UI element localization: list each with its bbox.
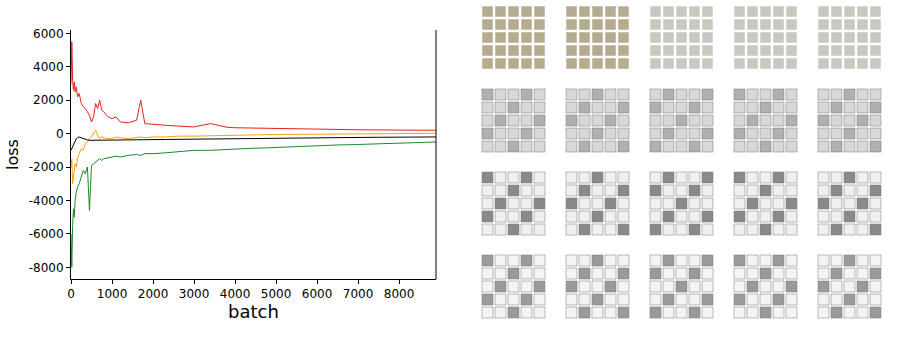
svg-text:2000: 2000	[33, 93, 64, 107]
svg-text:-6000: -6000	[29, 227, 64, 241]
svg-text:batch: batch	[228, 301, 279, 322]
svg-text:6000: 6000	[302, 287, 333, 301]
svg-text:7000: 7000	[343, 287, 374, 301]
svg-text:1000: 1000	[97, 287, 128, 301]
svg-text:3000: 3000	[179, 287, 210, 301]
svg-text:-2000: -2000	[29, 160, 64, 174]
svg-text:-4000: -4000	[29, 194, 64, 208]
svg-text:0: 0	[56, 127, 64, 141]
svg-text:6000: 6000	[33, 27, 64, 41]
svg-text:4000: 4000	[33, 60, 64, 74]
svg-text:loss: loss	[3, 139, 22, 170]
svg-text:2000: 2000	[138, 287, 169, 301]
svg-text:8000: 8000	[384, 287, 415, 301]
svg-text:4000: 4000	[220, 287, 251, 301]
svg-text:-8000: -8000	[29, 261, 64, 275]
svg-text:0: 0	[67, 287, 75, 301]
svg-text:5000: 5000	[261, 287, 292, 301]
